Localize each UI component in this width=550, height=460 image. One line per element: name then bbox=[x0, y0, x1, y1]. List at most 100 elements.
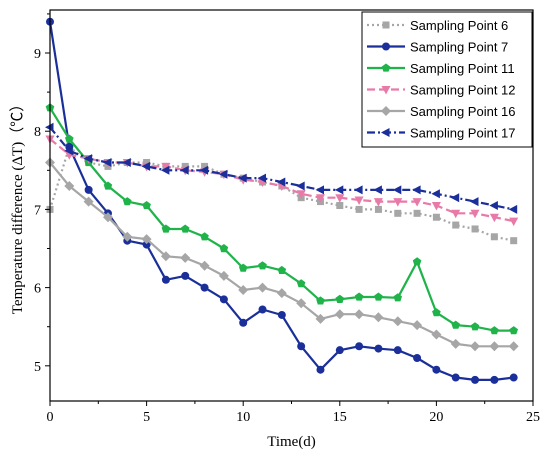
data-point bbox=[450, 193, 460, 203]
data-point bbox=[277, 310, 286, 319]
y-tick-label: 8 bbox=[34, 125, 41, 140]
data-point bbox=[490, 326, 499, 335]
data-point bbox=[276, 288, 287, 299]
data-point bbox=[509, 326, 518, 335]
data-point bbox=[239, 318, 248, 327]
data-point bbox=[412, 185, 421, 195]
y-tick-label: 6 bbox=[34, 282, 41, 297]
data-point bbox=[238, 173, 247, 183]
data-point bbox=[412, 320, 423, 331]
data-point bbox=[374, 205, 382, 213]
data-point bbox=[83, 196, 94, 207]
data-point bbox=[394, 209, 402, 217]
data-point bbox=[470, 341, 480, 352]
legend: Sampling Point 6 Sampling Point 7 Sampling… bbox=[361, 11, 533, 148]
data-point bbox=[143, 158, 151, 166]
data-point bbox=[470, 322, 480, 331]
data-point bbox=[199, 165, 209, 175]
legend-marker bbox=[381, 128, 390, 137]
data-point bbox=[489, 201, 498, 210]
series-5 bbox=[45, 157, 519, 352]
data-point bbox=[200, 232, 209, 241]
data-point bbox=[296, 298, 307, 309]
data-point bbox=[489, 341, 500, 352]
data-point bbox=[508, 204, 518, 214]
legend-label: Sampling Point 17 bbox=[410, 126, 516, 141]
data-point bbox=[84, 185, 93, 194]
data-point bbox=[412, 198, 422, 207]
data-point bbox=[161, 162, 171, 172]
data-point bbox=[297, 342, 306, 351]
data-point bbox=[277, 265, 287, 274]
legend-entry-2: Sampling Point 7 bbox=[367, 40, 508, 55]
data-point bbox=[315, 313, 326, 324]
data-point bbox=[431, 189, 440, 199]
data-point bbox=[373, 185, 382, 195]
data-point bbox=[123, 197, 132, 206]
data-point bbox=[432, 213, 440, 221]
legend-marker bbox=[381, 106, 391, 116]
data-point bbox=[103, 158, 112, 167]
axes: 0 5 10 15 20 25 5 6 7 8 9 Time(d) Temperature differ… bbox=[9, 9, 540, 450]
data-point bbox=[393, 293, 402, 302]
data-point bbox=[489, 213, 499, 223]
legend-label: Sampling Point 6 bbox=[410, 18, 508, 33]
data-point bbox=[470, 197, 479, 207]
data-point bbox=[336, 202, 344, 209]
legend-label: Sampling Point 7 bbox=[410, 40, 508, 55]
data-point bbox=[392, 316, 403, 327]
data-point bbox=[199, 260, 210, 271]
data-point bbox=[296, 190, 306, 199]
data-point bbox=[65, 134, 74, 143]
data-point bbox=[508, 341, 519, 352]
data-point bbox=[432, 308, 441, 317]
data-point bbox=[142, 240, 151, 249]
data-point bbox=[490, 233, 498, 241]
x-tick-label: 20 bbox=[429, 410, 443, 425]
data-point bbox=[219, 244, 229, 253]
data-point bbox=[334, 309, 345, 320]
data-point bbox=[373, 312, 384, 323]
data-point bbox=[201, 162, 209, 170]
data-point bbox=[103, 181, 113, 190]
data-point bbox=[431, 329, 442, 340]
legend-label: Sampling Point 12 bbox=[410, 83, 516, 98]
series-line bbox=[48, 145, 514, 242]
series-6 bbox=[45, 122, 518, 214]
data-point bbox=[373, 198, 383, 207]
plot-area bbox=[45, 17, 519, 384]
legend-box bbox=[361, 11, 533, 148]
data-point bbox=[450, 338, 461, 349]
data-point bbox=[238, 285, 249, 295]
x-tick-label: 15 bbox=[333, 410, 347, 425]
data-point bbox=[257, 173, 266, 183]
data-point bbox=[122, 231, 133, 242]
y-tick-label: 5 bbox=[34, 360, 41, 375]
data-point bbox=[258, 261, 267, 270]
x-tick-label: 5 bbox=[143, 410, 150, 425]
data-point bbox=[315, 185, 324, 195]
data-point bbox=[64, 146, 73, 156]
data-point bbox=[160, 251, 171, 262]
x-tick-label: 0 bbox=[47, 410, 54, 425]
data-point bbox=[218, 270, 229, 281]
legend-entry-1: Sampling Point 6 bbox=[367, 18, 508, 33]
legend-marker bbox=[382, 21, 390, 29]
data-point bbox=[258, 305, 267, 314]
x-axis-label: Time(d) bbox=[267, 434, 316, 450]
data-point bbox=[161, 224, 171, 233]
legend-marker bbox=[381, 86, 391, 95]
data-point bbox=[296, 279, 306, 288]
data-point bbox=[412, 257, 422, 266]
data-point bbox=[471, 225, 479, 233]
data-point bbox=[219, 295, 228, 304]
data-point bbox=[413, 353, 422, 362]
data-point bbox=[374, 292, 383, 301]
data-point bbox=[354, 309, 365, 320]
data-point bbox=[471, 375, 480, 384]
data-point bbox=[316, 194, 325, 203]
data-point bbox=[181, 271, 190, 280]
legend-marker bbox=[382, 42, 390, 51]
data-point bbox=[142, 201, 151, 210]
